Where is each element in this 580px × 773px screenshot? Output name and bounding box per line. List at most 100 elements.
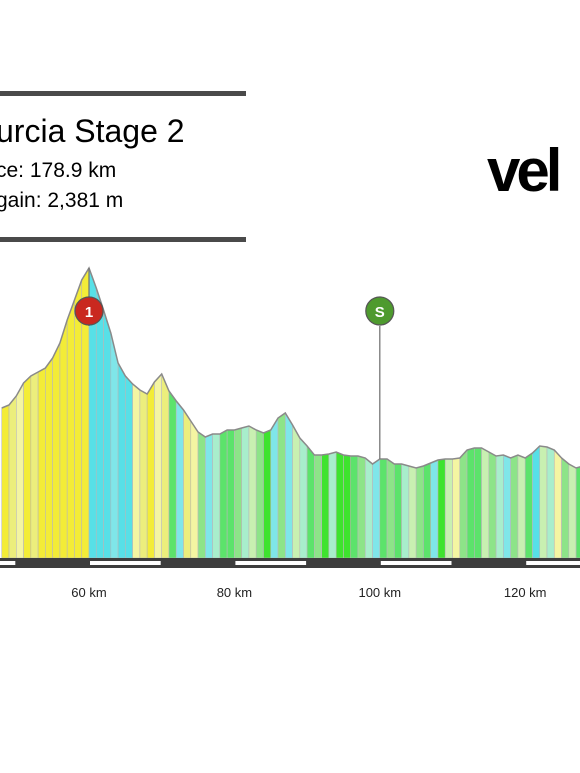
profile-segment (343, 454, 352, 559)
profile-segment (430, 459, 439, 559)
distance-bar-band (235, 561, 307, 565)
profile-segment (132, 383, 141, 559)
profile-segment (15, 381, 24, 559)
profile-segment (328, 451, 337, 559)
profile-segment (415, 465, 424, 559)
distance-bar-band (380, 561, 452, 565)
profile-segment (168, 390, 177, 559)
profile-segment (481, 447, 490, 559)
distance-bar-band (0, 561, 16, 565)
tick-label: 100 km (358, 585, 401, 600)
profile-segment (292, 423, 301, 559)
profile-segment (364, 457, 373, 559)
profile-segment (524, 452, 533, 559)
distance-bar-band (90, 561, 161, 565)
profile-segment (306, 445, 315, 559)
profile-segment (575, 466, 580, 559)
profile-segment (372, 458, 381, 559)
profile-segment (437, 458, 446, 559)
profile-segment (241, 425, 250, 559)
profile-segment (175, 400, 184, 559)
profile-segment (30, 371, 39, 559)
profile-segment (8, 395, 17, 559)
profile-segment (66, 299, 75, 559)
profile-segment (52, 342, 61, 559)
profile-segment (263, 429, 272, 559)
stage-title: urcia Stage 2 (0, 113, 185, 149)
tick-label: 60 km (71, 585, 106, 600)
profile-segment (299, 437, 308, 559)
profile-segment (103, 309, 112, 559)
profile-segment (125, 375, 133, 559)
profile-segment (459, 449, 468, 559)
profile-segment (45, 357, 53, 559)
profile-segment (532, 445, 541, 559)
profile-segment (568, 463, 577, 559)
profile-segment (553, 449, 562, 559)
profile-segment (495, 454, 504, 559)
profile-segment (139, 389, 148, 559)
profile-segment (452, 457, 461, 559)
profile-segment (154, 373, 162, 559)
profile-segment (561, 457, 570, 559)
profile-segment (314, 454, 322, 559)
profile-segment (284, 411, 293, 559)
marker-badge (365, 296, 395, 326)
profile-segment (248, 425, 257, 559)
tick-label: 120 km (504, 585, 547, 600)
profile-segment (161, 373, 170, 559)
profile-segment (335, 451, 344, 559)
distance-tick-labels: 60 km 80 km 100 km 120 km (71, 585, 546, 600)
profile-segment (146, 380, 155, 559)
profile-segment (255, 429, 264, 559)
profile-segment (488, 451, 497, 559)
header-bottom-rule (0, 237, 246, 242)
profile-segment (539, 445, 548, 559)
marker-label: 1 (85, 304, 93, 321)
distance-axis (0, 558, 580, 568)
profile-segment (23, 375, 32, 559)
profile-segment (386, 458, 395, 559)
profile-segment (226, 429, 235, 559)
profile-segment (190, 420, 199, 559)
profile-segment (510, 454, 519, 559)
profile-segment (197, 431, 206, 559)
profile-segment (110, 332, 119, 559)
profile-segment (117, 361, 126, 559)
profile-segment (1, 404, 10, 559)
elevation-gain-text: gain: 2,381 m (0, 189, 124, 212)
tick-label: 80 km (217, 585, 252, 600)
distance-text: ce: 178.9 km (0, 159, 117, 182)
header-top-rule (0, 91, 246, 96)
profile-segment (466, 447, 475, 559)
profile-segment (423, 462, 431, 559)
profile-outline (1, 266, 580, 469)
profile-segment (205, 433, 213, 559)
profile-segment (183, 409, 192, 559)
distance-bar-band (526, 561, 580, 565)
profile-segment (401, 463, 410, 559)
profile-segment (474, 447, 482, 559)
profile-segment (277, 412, 286, 559)
profile-segment (546, 446, 555, 559)
profile-segment (408, 465, 417, 559)
profile-segment (95, 287, 104, 559)
profile-segment (270, 416, 279, 559)
profile-segment (350, 455, 359, 559)
marker-label: S (375, 304, 385, 321)
profile-segment (212, 433, 221, 559)
profile-segment (517, 454, 526, 559)
profile-segment (321, 453, 330, 559)
profile-segment (503, 454, 511, 559)
profile-segment (444, 458, 453, 559)
marker-badge (74, 296, 104, 326)
brand-logo: vel (487, 137, 562, 204)
profile-segment (357, 455, 366, 559)
profile-segment (234, 427, 242, 559)
profile-segment (219, 429, 228, 559)
profile-segment (37, 367, 46, 559)
profile-segment (379, 458, 388, 559)
profile-segment (59, 319, 68, 559)
